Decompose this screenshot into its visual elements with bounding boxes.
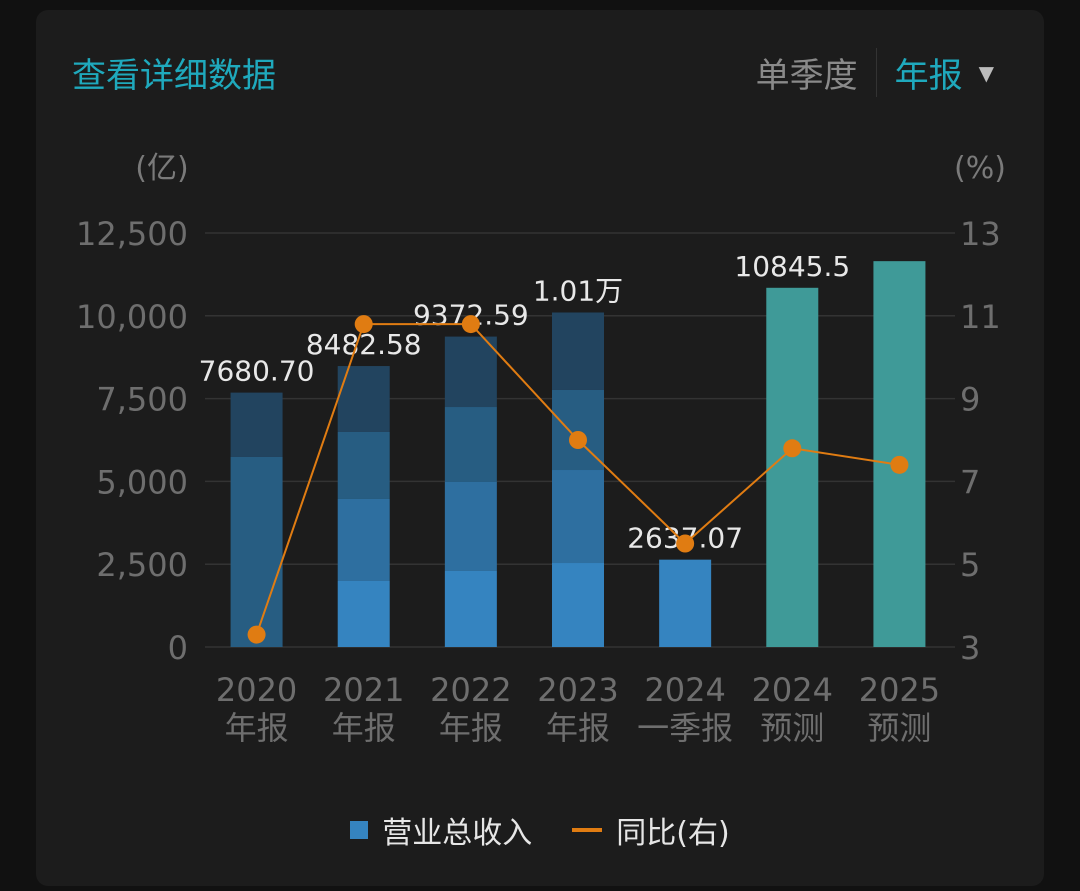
- y-tick-label: 5,000: [96, 463, 188, 501]
- bar-segment: [230, 456, 283, 647]
- x-tick-sublabel: 年报: [439, 709, 503, 747]
- y-tick-label: 2,500: [96, 546, 188, 584]
- period-toggle: 单季度 年报 ▼: [756, 48, 994, 97]
- y-tick-label: 7,500: [96, 381, 188, 419]
- x-tick-label: 2021: [323, 671, 404, 709]
- y-tick-label: 0: [168, 629, 188, 667]
- yoy-point: [890, 455, 909, 474]
- view-details-link[interactable]: 查看详细数据: [72, 56, 276, 96]
- y2-tick-label: 7: [960, 463, 980, 501]
- x-tick-label: 2022: [430, 671, 511, 709]
- legend-swatch-yoy: [572, 828, 603, 832]
- bar-segment: [659, 559, 712, 647]
- y2-tick-label: 9: [960, 381, 980, 419]
- legend: 营业总收入 同比(右): [0, 808, 1080, 852]
- x-tick-sublabel: 年报: [546, 709, 610, 747]
- bar-segment: [873, 261, 926, 647]
- legend-swatch-revenue: [350, 821, 369, 839]
- bar-value-label: 1.01万: [533, 274, 623, 307]
- y-tick-label: 12,500: [76, 215, 188, 253]
- right-axis-unit: (%): [954, 151, 1006, 186]
- bar-value-label: 10845.5: [734, 250, 850, 283]
- yoy-point: [569, 431, 587, 449]
- x-tick-sublabel: 年报: [332, 709, 396, 747]
- bar-segment: [444, 407, 497, 482]
- y2-tick-label: 13: [960, 215, 1001, 253]
- bar-value-label: 7680.70: [199, 355, 315, 388]
- toggle-annual[interactable]: 年报: [894, 56, 963, 96]
- toggle-quarterly[interactable]: 单季度: [756, 48, 877, 97]
- bar-segment: [230, 392, 283, 457]
- yoy-point: [247, 625, 266, 644]
- y-tick-label: 10,000: [76, 298, 188, 336]
- legend-label-revenue[interactable]: 营业总收入: [382, 816, 533, 851]
- x-tick-label: 2023: [537, 671, 618, 709]
- x-tick-sublabel: 预测: [760, 709, 824, 747]
- bar-segment: [337, 431, 390, 499]
- legend-label-yoy[interactable]: 同比(右): [616, 816, 730, 851]
- bar-segment: [337, 498, 390, 581]
- bar-segment: [444, 336, 497, 408]
- yoy-point: [676, 534, 695, 553]
- caret-down-icon[interactable]: ▼: [978, 60, 994, 85]
- y2-tick-label: 3: [960, 629, 980, 667]
- x-tick-sublabel: 一季报: [637, 709, 733, 747]
- x-tick-label: 2024: [644, 671, 725, 709]
- bar-value-label: 8482.58: [306, 328, 422, 361]
- bar-segment: [766, 287, 819, 647]
- y2-tick-label: 5: [960, 546, 980, 584]
- bar-segment: [552, 470, 604, 564]
- x-tick-label: 2020: [216, 671, 297, 709]
- bar-segment: [552, 312, 604, 390]
- x-tick-sublabel: 年报: [225, 709, 289, 747]
- y2-tick-label: 11: [960, 298, 1001, 336]
- x-tick-sublabel: 预测: [867, 709, 931, 747]
- bar-segment: [337, 580, 390, 647]
- bar-segment: [444, 481, 497, 571]
- yoy-point: [461, 315, 480, 334]
- bar-segment: [552, 563, 604, 647]
- x-tick-label: 2024: [752, 671, 833, 709]
- x-tick-label: 2025: [859, 671, 940, 709]
- bar-segment: [444, 570, 497, 647]
- yoy-point: [354, 315, 373, 334]
- yoy-point: [783, 439, 802, 458]
- left-axis-unit: (亿): [135, 151, 188, 186]
